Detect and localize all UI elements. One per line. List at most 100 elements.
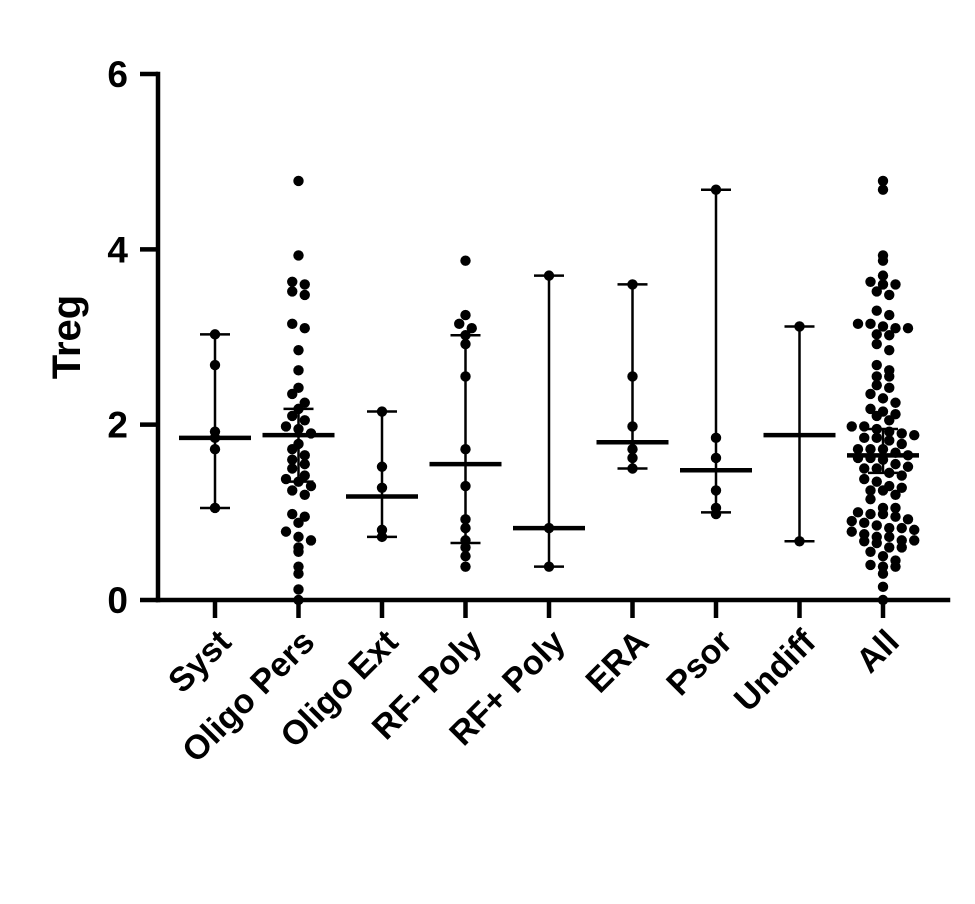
data-point <box>871 371 882 382</box>
data-point <box>877 175 889 187</box>
data-point <box>896 542 907 553</box>
data-point <box>871 463 882 474</box>
x-category-label: All <box>849 623 907 681</box>
data-point <box>794 321 805 332</box>
data-point <box>884 344 895 356</box>
data-point <box>865 485 876 496</box>
data-point <box>293 546 304 557</box>
data-point <box>865 546 876 557</box>
data-point <box>896 482 907 493</box>
data-point <box>890 489 901 500</box>
data-point <box>627 279 638 290</box>
x-category-label: ERA <box>579 623 657 701</box>
data-point <box>287 388 298 400</box>
data-point <box>852 444 864 455</box>
data-point <box>852 507 864 518</box>
data-groups <box>179 175 920 606</box>
data-point <box>287 454 298 465</box>
data-point <box>209 359 221 371</box>
data-point <box>877 594 889 606</box>
data-point <box>890 397 901 408</box>
y-tick-label: 0 <box>107 580 128 621</box>
data-point <box>710 184 722 195</box>
y-tick-label: 2 <box>107 405 128 446</box>
data-point <box>877 444 889 455</box>
data-point <box>859 536 870 547</box>
group-syst <box>179 329 251 514</box>
data-point <box>884 531 895 543</box>
data-point <box>293 517 304 529</box>
data-point <box>293 476 304 487</box>
data-point <box>884 382 895 394</box>
data-point <box>280 473 292 485</box>
data-point <box>877 270 889 281</box>
data-point <box>865 318 876 330</box>
data-point <box>871 476 882 487</box>
data-point <box>543 270 555 281</box>
data-point <box>280 526 292 537</box>
group-oligo-ext <box>346 406 418 543</box>
data-point <box>299 279 310 290</box>
data-point <box>884 435 895 446</box>
data-point <box>460 255 471 266</box>
data-point <box>859 517 870 529</box>
data-point <box>884 426 895 437</box>
data-point <box>865 508 876 520</box>
data-point <box>209 329 221 340</box>
data-point <box>890 323 901 334</box>
data-point <box>376 482 388 493</box>
group-psor <box>680 184 752 520</box>
group-all <box>846 175 920 606</box>
data-point <box>293 594 304 606</box>
data-point <box>890 511 901 522</box>
data-point <box>460 444 471 455</box>
data-point <box>884 467 895 479</box>
data-point <box>454 318 465 330</box>
data-point <box>871 380 882 391</box>
data-point <box>865 388 876 400</box>
data-point <box>460 480 471 492</box>
data-point <box>884 289 895 301</box>
y-axis-title: Treg <box>45 295 89 379</box>
data-point <box>884 415 895 426</box>
data-point <box>287 276 298 287</box>
data-point <box>896 438 907 450</box>
data-point <box>627 421 638 432</box>
data-point <box>846 526 857 537</box>
group-rf-poly <box>513 270 585 572</box>
data-point <box>871 329 882 340</box>
data-point <box>293 175 304 187</box>
data-point <box>305 535 317 546</box>
data-point <box>466 323 477 334</box>
data-point <box>871 338 882 350</box>
data-point <box>460 561 471 572</box>
data-point <box>902 323 914 334</box>
data-point <box>884 542 895 553</box>
data-point <box>871 359 882 371</box>
data-point <box>460 550 471 562</box>
data-point <box>299 289 310 301</box>
data-point <box>305 480 317 492</box>
data-point <box>287 444 298 455</box>
data-point <box>877 255 889 266</box>
y-tick-label: 6 <box>107 54 128 95</box>
data-point <box>846 421 857 432</box>
data-point <box>293 344 304 356</box>
data-point <box>865 444 876 455</box>
group-undiff <box>763 321 836 547</box>
data-point <box>293 584 304 595</box>
data-point <box>846 515 857 527</box>
data-point <box>460 330 471 341</box>
data-point <box>627 371 638 382</box>
data-point <box>877 581 889 593</box>
data-point <box>460 542 471 553</box>
data-point <box>293 250 304 261</box>
data-point <box>859 432 870 444</box>
data-point <box>909 429 920 441</box>
data-point <box>627 452 638 464</box>
data-point <box>896 470 907 481</box>
data-point <box>877 568 889 579</box>
data-point <box>902 514 914 525</box>
data-point <box>376 531 388 543</box>
data-point <box>890 279 901 290</box>
